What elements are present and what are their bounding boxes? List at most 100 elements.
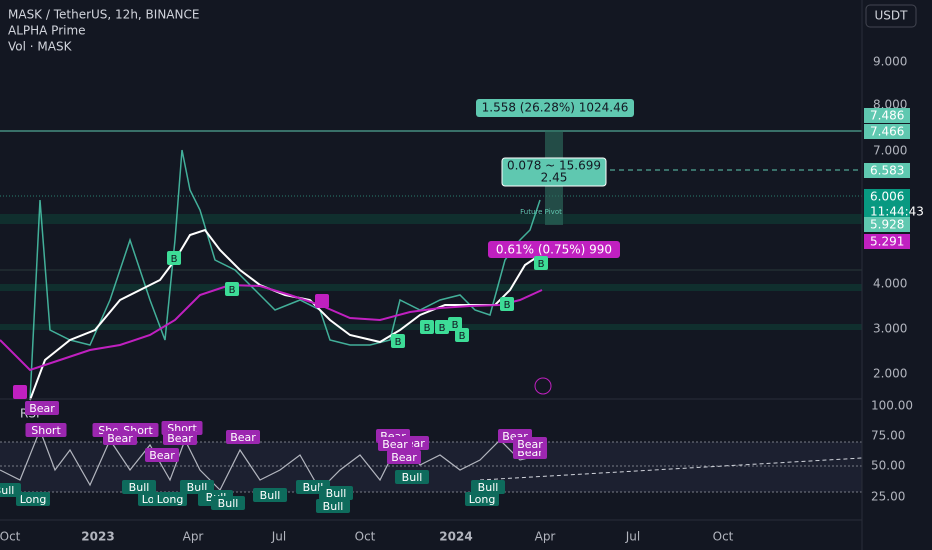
bull-signal xyxy=(465,492,499,506)
bear-signal xyxy=(387,450,421,464)
signal-text: Bull xyxy=(402,471,423,484)
signal-text: Long xyxy=(469,493,496,506)
bear-signal xyxy=(163,431,197,445)
osc-label: 50.00 xyxy=(871,459,905,473)
price-label: 9.000 xyxy=(873,55,907,69)
buy-marker xyxy=(448,317,462,331)
signal-text: Bear xyxy=(107,432,133,445)
time-label: Apr xyxy=(535,530,556,544)
currency-button[interactable] xyxy=(865,4,917,28)
buy-marker xyxy=(435,320,449,334)
buy-marker xyxy=(167,251,181,265)
price-badge-text: 6.006 xyxy=(870,190,904,204)
buy-marker-text: B xyxy=(459,331,466,342)
time-label: Oct xyxy=(355,530,376,544)
pivot-label: Future Pivot xyxy=(520,208,562,216)
bull-signal xyxy=(395,470,429,484)
signal-text: Bull xyxy=(478,481,499,494)
price-badge xyxy=(864,189,910,219)
buy-marker-text: B xyxy=(452,320,459,331)
price-label: 3.000 xyxy=(873,322,907,336)
bull-signal xyxy=(16,492,50,506)
price-sketch xyxy=(29,149,541,401)
bear-signal xyxy=(25,423,67,437)
price-badge xyxy=(864,108,910,123)
signal-text: Long xyxy=(157,493,184,506)
sell-marker xyxy=(13,385,27,399)
price-label: 7.000 xyxy=(873,144,907,158)
bear-signal xyxy=(145,448,179,462)
signal-text: Bear xyxy=(230,431,256,444)
signal-text: Bear xyxy=(517,438,543,451)
signal-text: Bull xyxy=(326,487,347,500)
bull-signal xyxy=(122,480,156,494)
price-badge-text: 5.291 xyxy=(870,235,904,249)
price-badge xyxy=(864,234,910,249)
bull-signal xyxy=(319,486,353,500)
bull-signal xyxy=(0,483,21,497)
indicator: ALPHA Prime xyxy=(8,24,86,38)
price-badge-text: 5.928 xyxy=(870,218,904,232)
buy-marker-text: B xyxy=(424,323,431,334)
bull-signal xyxy=(153,492,187,506)
price-badge-text: 7.486 xyxy=(870,109,904,123)
signal-text: Bear xyxy=(29,402,55,415)
buy-marker-text: B xyxy=(229,285,236,296)
volume: Vol · MASK xyxy=(8,40,73,54)
bear-signal xyxy=(25,401,59,415)
zone xyxy=(0,284,862,291)
signal-text: Long xyxy=(20,493,47,506)
time-label: Apr xyxy=(183,530,204,544)
measure-text: 0.61% (0.75%) 990 xyxy=(496,243,612,257)
buy-marker-text: B xyxy=(504,300,511,311)
price-badge-text: 6.583 xyxy=(870,164,904,178)
measure-label xyxy=(488,241,620,258)
buy-marker xyxy=(225,282,239,296)
measure-label xyxy=(501,157,607,187)
zone xyxy=(0,214,862,224)
osc-sketch xyxy=(0,428,541,492)
signal-text: Bull xyxy=(303,481,324,494)
currency[interactable]: USDT xyxy=(875,9,909,23)
time-label: Jul xyxy=(271,530,286,544)
signal-text: Bull xyxy=(323,500,344,513)
trend-line xyxy=(479,457,863,481)
time-label: 2024 xyxy=(439,530,472,544)
signal-text: Bull xyxy=(0,484,14,497)
osc-label: 100.00 xyxy=(871,399,913,413)
bull-signal xyxy=(211,496,245,510)
symbol: MASK / TetherUS, 12h, BINANCE xyxy=(8,8,199,22)
price-badge-text: 7.466 xyxy=(870,125,904,139)
buy-marker-text: B xyxy=(538,259,545,270)
time-label: Oct xyxy=(713,530,734,544)
time-label: Oct xyxy=(0,530,21,544)
time-label: Jul xyxy=(625,530,640,544)
measure-text: 1.558 (26.28%) 1024.46 xyxy=(482,101,629,115)
signal-text: Short xyxy=(31,424,61,437)
buy-marker xyxy=(455,328,469,342)
time-label: 2023 xyxy=(81,530,114,544)
signal-text: Bull xyxy=(218,497,239,510)
flash-icon[interactable] xyxy=(534,377,552,395)
ema-line xyxy=(29,228,541,401)
bull-signal xyxy=(316,499,350,513)
buy-marker xyxy=(534,256,548,270)
ma-line xyxy=(0,283,543,372)
bear-signal xyxy=(226,430,260,444)
price-label: 4.000 xyxy=(873,277,907,291)
bear-signal xyxy=(513,437,547,451)
buy-marker-text: B xyxy=(171,254,178,265)
measure-text: 0.078 ~ 15.699 xyxy=(507,159,601,173)
measure-text: 2.45 xyxy=(541,171,568,185)
buy-marker-text: B xyxy=(439,323,446,334)
bull-signal xyxy=(471,480,505,494)
signal-text: Bull xyxy=(260,489,281,502)
price-label: 2.000 xyxy=(873,367,907,381)
signal-text: Bear xyxy=(382,438,408,451)
price-badge xyxy=(864,124,910,139)
price-badge-timer: 11:44:43 xyxy=(870,205,924,219)
bear-signal xyxy=(103,431,137,445)
signal-text: Bull xyxy=(129,481,150,494)
